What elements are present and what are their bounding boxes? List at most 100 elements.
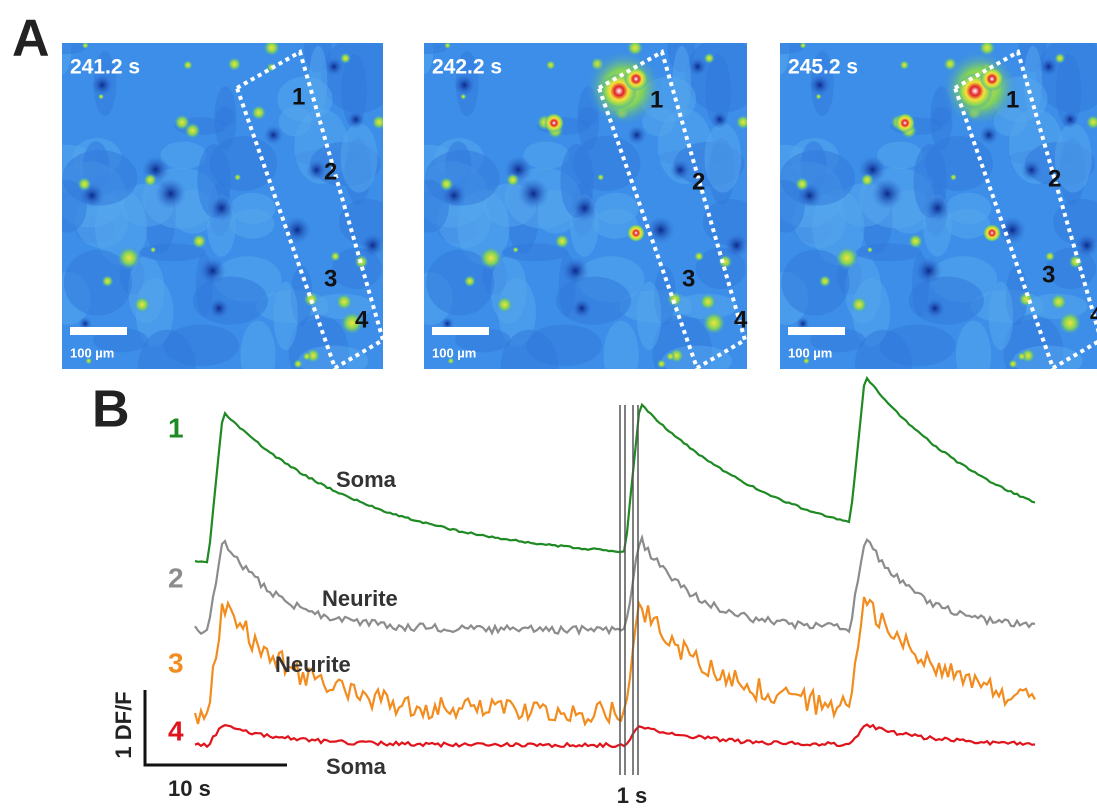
- dark-spot: [796, 316, 810, 331]
- cell: [479, 246, 503, 270]
- cell-active: [983, 224, 1001, 242]
- scale-bar-label: 100 µm: [788, 345, 832, 360]
- dark-spot: [199, 257, 227, 285]
- dark-spot: [360, 233, 383, 258]
- cell: [97, 93, 105, 100]
- texture: [672, 45, 691, 116]
- micrograph: 241.2 s 1 2 34 100 µm: [62, 43, 386, 371]
- texture: [636, 281, 662, 351]
- cell: [699, 293, 717, 311]
- trace-region: Neurite: [322, 586, 398, 611]
- roi-box: [234, 49, 386, 371]
- texture: [426, 249, 495, 316]
- cell: [302, 351, 312, 362]
- inset-scale-label: 1 s: [617, 783, 648, 808]
- cell: [665, 351, 676, 362]
- region-number: 2: [692, 168, 705, 195]
- roi-box: [596, 49, 748, 371]
- cell: [1044, 251, 1056, 262]
- cell: [1008, 359, 1018, 369]
- trace: [194, 533, 1036, 637]
- cell: [371, 114, 383, 130]
- panel-label: B: [92, 381, 130, 439]
- cell: [505, 173, 520, 187]
- trace: [193, 596, 1036, 727]
- cell: [656, 359, 667, 369]
- texture: [593, 192, 639, 225]
- roi-box: [952, 49, 1097, 371]
- cell-active: [627, 224, 645, 242]
- dark-spot: [924, 298, 946, 319]
- texture: [278, 106, 312, 137]
- micrograph: 242.2 s 1 2 3 4 100 µm: [424, 43, 748, 371]
- cell: [815, 93, 822, 100]
- texture: [501, 243, 569, 262]
- texture: [341, 54, 368, 128]
- cell: [133, 296, 151, 314]
- region-number: 2: [1048, 165, 1061, 192]
- cell: [447, 357, 455, 365]
- scale-bar-label: 100 µm: [70, 345, 114, 360]
- cell: [850, 296, 868, 314]
- scale-bar: [788, 327, 845, 335]
- cell: [717, 254, 733, 270]
- texture: [240, 320, 276, 369]
- soma-active: [980, 67, 1004, 91]
- texture: [854, 329, 913, 369]
- trace-number: 1: [168, 412, 184, 443]
- cell: [117, 246, 141, 270]
- cell: [234, 173, 242, 181]
- cell: [512, 246, 519, 253]
- dark-spot: [562, 257, 589, 285]
- texture: [160, 141, 207, 170]
- cell: [463, 274, 476, 288]
- region-number: 1: [292, 83, 305, 110]
- region-number: 4: [1090, 301, 1097, 328]
- dark-spot: [1039, 57, 1058, 76]
- timestamp: 241.2 s: [70, 56, 140, 79]
- cell: [101, 274, 114, 288]
- cell: [335, 293, 353, 311]
- texture: [1054, 123, 1092, 193]
- dark-spot: [440, 316, 454, 331]
- dark-spot: [306, 159, 327, 181]
- trace-region: Soma: [326, 754, 387, 779]
- trace-number: 3: [168, 647, 184, 678]
- texture: [1046, 247, 1097, 290]
- dark-spot: [915, 257, 943, 285]
- image-content: [62, 43, 383, 369]
- cell: [250, 104, 267, 121]
- cell: [693, 251, 705, 262]
- cell: [597, 173, 605, 181]
- dark-spot: [571, 298, 593, 319]
- texture: [555, 276, 631, 325]
- texture: [192, 276, 268, 325]
- dark-spot: [263, 125, 284, 145]
- cell: [263, 43, 281, 57]
- cell: [860, 173, 875, 187]
- dark-spot: [871, 178, 903, 210]
- texture: [780, 43, 806, 55]
- texture: [781, 249, 850, 316]
- cell: [949, 173, 958, 181]
- trace-region: Soma: [336, 467, 397, 492]
- cell: [443, 43, 452, 50]
- texture: [1023, 45, 1043, 116]
- dark-spot: [1074, 233, 1097, 258]
- texture: [424, 43, 450, 55]
- dark-spot: [1021, 159, 1042, 181]
- texture: [139, 243, 206, 262]
- dark-spot: [571, 195, 598, 222]
- cell: [330, 251, 341, 262]
- cell: [339, 52, 352, 64]
- cell: [735, 114, 747, 130]
- dark-spot: [808, 74, 831, 96]
- scale-bar: [143, 690, 287, 767]
- cell: [1054, 52, 1066, 64]
- texture: [340, 123, 378, 193]
- panel-label: A: [12, 10, 50, 68]
- timestamp: 245.2 s: [788, 56, 858, 79]
- cell: [866, 246, 874, 253]
